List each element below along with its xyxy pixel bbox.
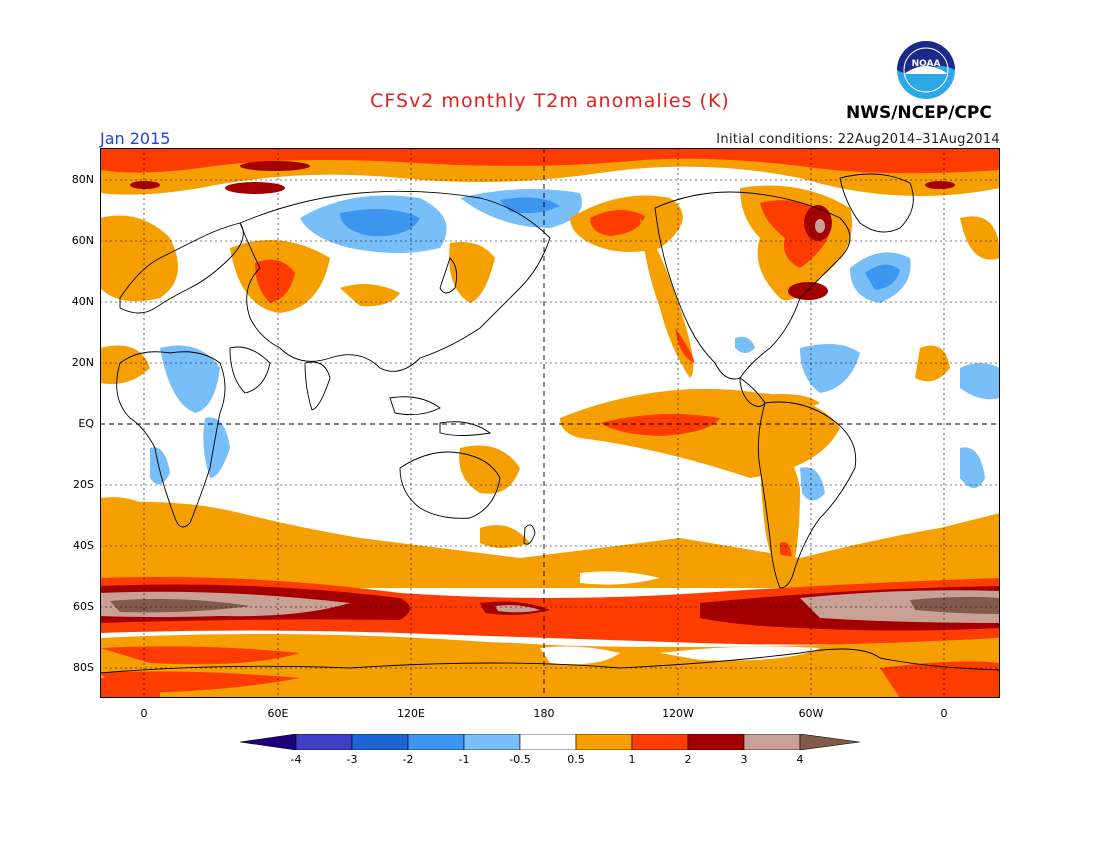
lon-label: 120E: [397, 707, 425, 720]
lat-label: 80N: [71, 173, 94, 186]
colorbar-segment: [295, 734, 353, 750]
colorbar-label: 2: [684, 753, 692, 766]
colorbar-segment: [463, 734, 521, 750]
coastlines: [100, 173, 1000, 674]
lat-label: 40S: [73, 539, 94, 552]
colorbar-segment: [407, 734, 465, 750]
colorbar-label: -4: [290, 753, 302, 766]
colorbar-segment: [799, 734, 860, 750]
colorbar-segment: [240, 734, 297, 750]
equator-dateline: [100, 148, 1000, 698]
lon-label: 0: [140, 707, 148, 720]
logo-text: NOAA: [912, 59, 941, 69]
forecast-month: Jan 2015: [100, 129, 171, 148]
lon-label: 0: [940, 707, 948, 720]
anomaly-fields: [100, 148, 1000, 698]
colorbar-label: 4: [796, 753, 804, 766]
anomaly-map: [100, 148, 1000, 698]
agency-label: NWS/NCEP/CPC: [846, 103, 992, 123]
lat-label: EQ: [78, 417, 94, 430]
map-frame: [100, 148, 1000, 698]
noaa-logo: NOAA: [897, 41, 955, 99]
colorbar-segment: [631, 734, 689, 750]
lon-label: 180: [533, 707, 555, 720]
colorbar-label: -1: [458, 753, 470, 766]
lat-label: 40N: [71, 295, 94, 308]
colorbar-label: -0.5: [509, 753, 531, 766]
colorbar-label: 3: [740, 753, 748, 766]
colorbar-segment: [687, 734, 745, 750]
lat-label: 60S: [73, 600, 94, 613]
initial-conditions: Initial conditions: 22Aug2014–31Aug2014: [716, 132, 1000, 147]
colorbar-label: 1: [628, 753, 636, 766]
colorbar-label: 0.5: [567, 753, 585, 766]
lat-label: 60N: [71, 234, 94, 247]
colorbar-segment: [743, 734, 801, 750]
lon-label: 60E: [267, 707, 289, 720]
colorbar-label: -3: [346, 753, 358, 766]
colorbar-label: -2: [402, 753, 414, 766]
map-title: CFSv2 monthly T2m anomalies (K): [370, 90, 730, 112]
lat-label: 20N: [71, 356, 94, 369]
colorbar: [240, 734, 860, 750]
lat-label: 20S: [73, 478, 94, 491]
colorbar-segment: [519, 734, 577, 750]
grid-lines: [100, 148, 1000, 698]
lon-label: 60W: [798, 707, 824, 720]
lon-label: 120W: [662, 707, 694, 720]
colorbar-segment: [351, 734, 409, 750]
lat-label: 80S: [73, 661, 94, 674]
colorbar-segment: [575, 734, 633, 750]
